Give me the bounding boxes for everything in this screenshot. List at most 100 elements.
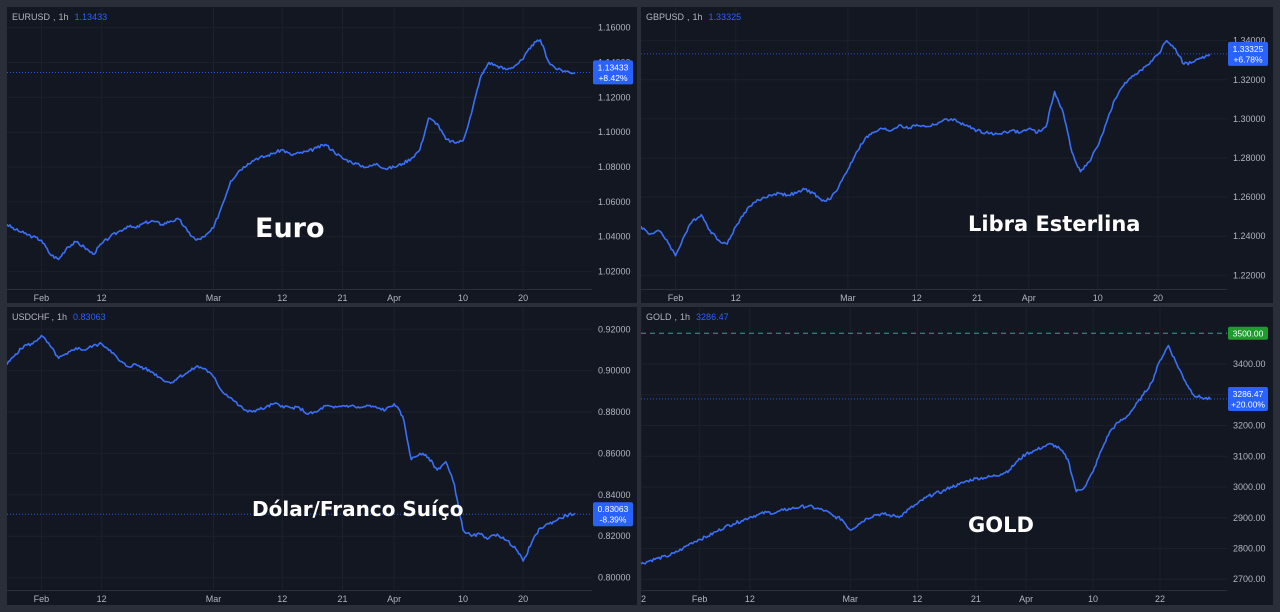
data-point — [92, 345, 94, 347]
data-point — [101, 243, 103, 245]
data-point — [333, 407, 335, 409]
data-point — [908, 508, 910, 510]
data-point — [204, 236, 206, 238]
data-point — [841, 518, 843, 520]
data-point — [881, 128, 883, 130]
y-tick-label: 1.04000 — [598, 232, 631, 242]
data-point — [786, 194, 789, 196]
x-tick-label: 10 — [1088, 594, 1098, 604]
data-point — [717, 239, 720, 241]
chart-panel-gold[interactable]: 3400.003300.003200.003100.003000.002900.… — [641, 307, 1273, 605]
x-tick-label: 20 — [1153, 293, 1163, 303]
data-point — [1109, 431, 1111, 433]
data-point — [7, 363, 8, 366]
data-point — [75, 347, 77, 349]
data-point — [32, 343, 34, 345]
data-point — [1209, 53, 1211, 55]
data-point — [298, 152, 301, 154]
x-tick-label: Feb — [668, 293, 684, 303]
last-price-badge-value: 1.13433 — [598, 62, 629, 72]
data-point — [950, 118, 952, 120]
symbol-name: EURUSD — [12, 12, 51, 22]
symbol-header: GBPUSD, 1h 1.33325 — [646, 12, 741, 22]
data-point — [1067, 458, 1069, 460]
data-points — [7, 39, 576, 260]
grid — [641, 307, 1227, 590]
data-point — [238, 169, 240, 172]
data-point — [829, 198, 832, 200]
data-point — [556, 519, 559, 521]
data-point — [1045, 126, 1047, 128]
y-tick-label: 3400.00 — [1233, 359, 1266, 369]
data-point — [925, 497, 927, 499]
data-point — [359, 164, 361, 166]
data-point — [290, 154, 292, 156]
data-point — [743, 212, 746, 214]
data-point — [126, 365, 129, 368]
data-point — [958, 483, 960, 486]
data-point — [799, 506, 801, 508]
data-point — [427, 456, 430, 459]
data-point — [916, 503, 918, 505]
data-point — [565, 70, 567, 72]
data-point — [169, 382, 172, 384]
data-point — [169, 220, 172, 222]
data-point — [649, 233, 651, 235]
data-point — [118, 359, 120, 361]
x-tick-label: Feb — [34, 293, 50, 303]
x-tick-label: Mar — [843, 594, 859, 604]
data-point — [765, 511, 768, 513]
y-tick-label: 3100.00 — [1233, 451, 1266, 461]
x-tick-label: Apr — [1019, 594, 1033, 604]
chart-panel-usdchf[interactable]: 0.92000 0.90000 0.88000 0.86000 0.84000 0.820… — [7, 307, 637, 605]
symbol-sep: , — [53, 12, 56, 22]
data-point — [255, 157, 258, 159]
data-point — [410, 157, 412, 159]
data-point — [144, 367, 146, 370]
data-point — [1159, 359, 1161, 361]
data-point — [1025, 453, 1027, 455]
data-point — [436, 122, 438, 125]
x-tick-label: 12 — [97, 293, 107, 303]
data-point — [556, 68, 559, 71]
data-point — [992, 475, 994, 477]
data-point — [832, 515, 835, 517]
data-point — [1122, 85, 1125, 87]
data-point — [479, 533, 481, 535]
chart-panel-gbpusd[interactable]: 1.34000 1.32000 1.30000 1.28000 1.26000 1.240… — [641, 7, 1273, 303]
symbol-sep: , — [687, 12, 690, 22]
data-point — [230, 180, 232, 182]
data-point — [307, 150, 309, 152]
data-point — [49, 345, 51, 347]
data-point — [807, 505, 810, 507]
data-point — [178, 218, 180, 220]
symbol-header: USDCHF, 1h 0.83063 — [12, 312, 106, 322]
data-point — [1028, 128, 1030, 130]
data-point — [298, 407, 301, 409]
data-point — [83, 349, 86, 351]
data-point — [152, 220, 154, 222]
data-point — [849, 529, 851, 531]
data-point — [376, 162, 378, 165]
y-tick-label: 0.88000 — [598, 407, 631, 417]
data-point — [479, 77, 481, 79]
y-tick-label: 0.80000 — [598, 573, 631, 583]
data-point — [1176, 363, 1178, 365]
symbol-sep: , — [675, 312, 678, 322]
data-point — [975, 477, 977, 480]
data-point — [144, 222, 146, 224]
last-price-badge-value: 1.33325 — [1233, 44, 1264, 54]
chart-overlay-label: Euro — [255, 213, 325, 244]
data-point — [761, 198, 763, 200]
data-point — [40, 239, 43, 241]
x-tick-label: 12 — [277, 594, 287, 604]
data-point — [666, 239, 668, 241]
data-point — [281, 149, 283, 151]
resistance-badge — [1228, 326, 1268, 340]
data-points — [641, 40, 1211, 257]
data-point — [674, 255, 677, 257]
data-point — [505, 68, 507, 71]
data-point — [436, 469, 438, 471]
data-point — [367, 166, 369, 168]
chart-panel-eurusd[interactable]: 1.160001.140001.120001.100001.080001.060… — [7, 7, 637, 303]
